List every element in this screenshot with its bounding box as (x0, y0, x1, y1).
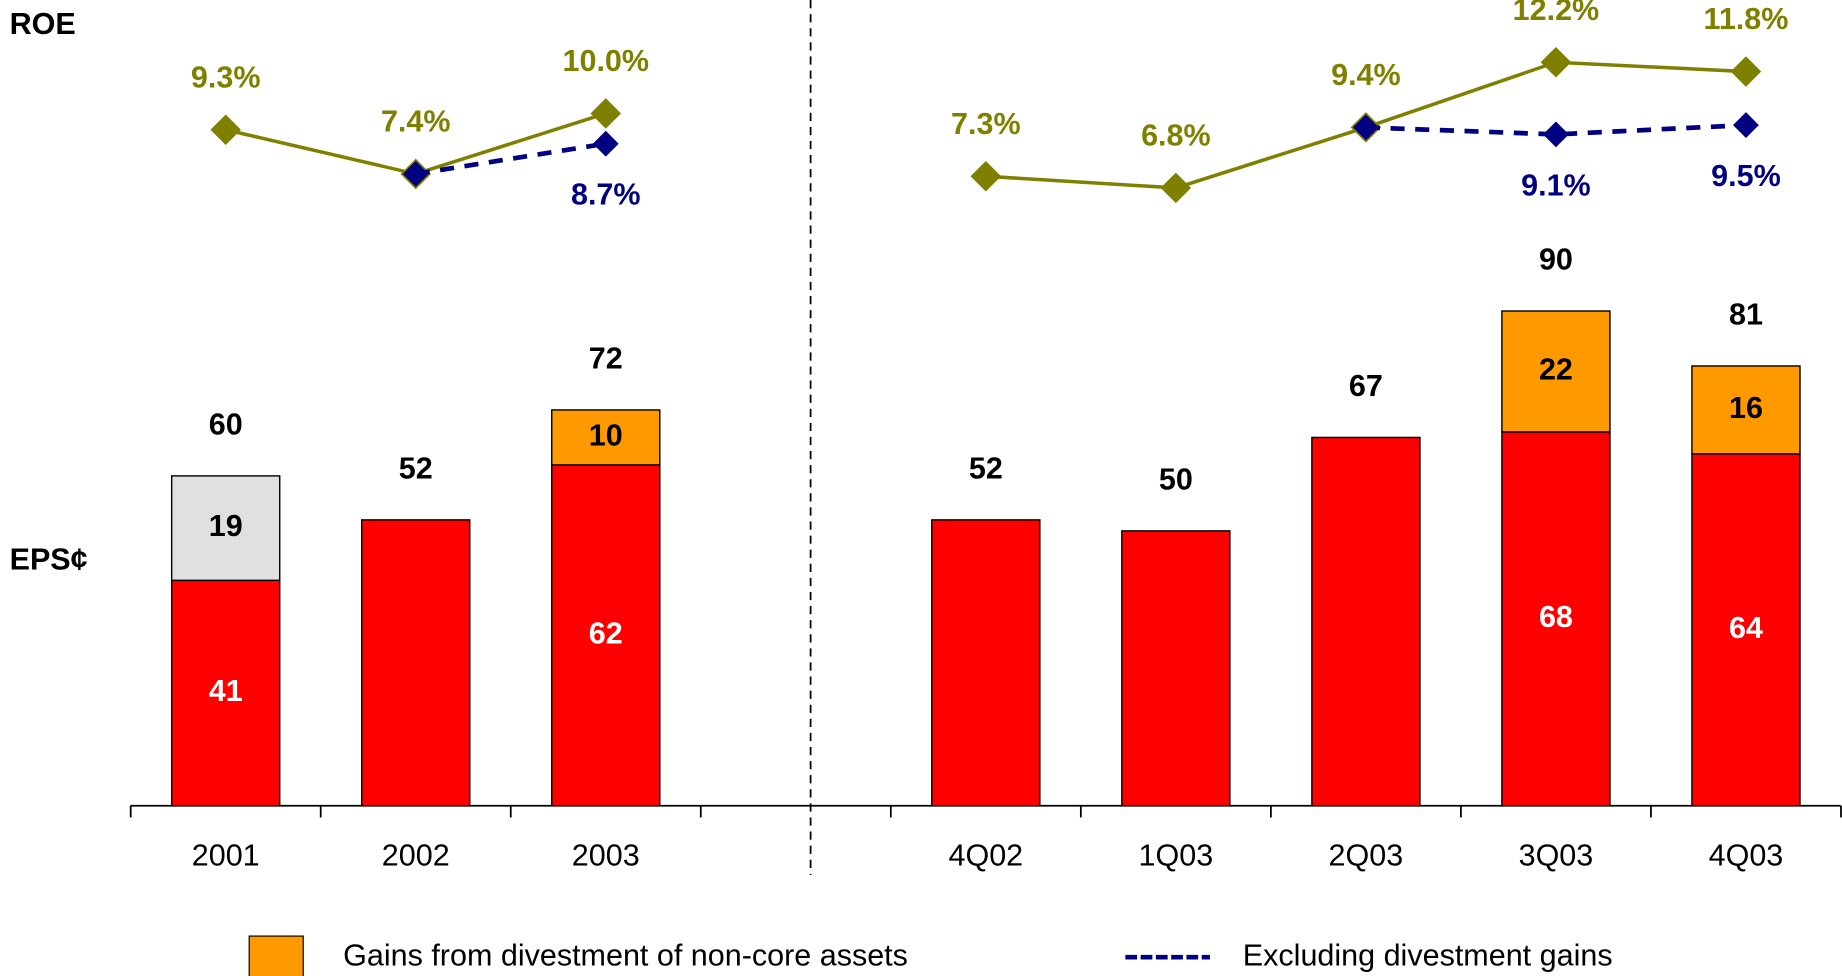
x-tick-label: 2003 (572, 838, 640, 872)
segment-label: 22 (1539, 353, 1573, 387)
bar-segment (931, 519, 1041, 807)
bar-segment (551, 464, 661, 807)
bar-segment (551, 409, 661, 466)
bar-segment (1121, 530, 1231, 807)
bar-label: EPS¢ (10, 542, 88, 576)
total-label: 50 (1159, 463, 1193, 497)
line-label: ROE (10, 7, 76, 41)
x-tick-label: 2Q03 (1329, 838, 1404, 872)
marker (970, 161, 1002, 192)
x-tick-label: 2001 (192, 838, 260, 872)
bar-segment (1691, 365, 1801, 455)
bar-segment (1501, 310, 1611, 433)
marker (592, 130, 619, 157)
bar-segment (361, 519, 471, 807)
value-label: 6.8% (1141, 118, 1211, 152)
value-label: 8.7% (571, 178, 641, 212)
marker (210, 114, 241, 146)
x-tick-label: 2002 (382, 838, 450, 872)
legend-swatch (248, 935, 304, 976)
total-label: 72 (589, 342, 623, 376)
total-label: 52 (399, 452, 433, 486)
total-label: 81 (1729, 298, 1763, 332)
value-label: 10.0% (563, 44, 650, 78)
legend-label: Excluding divestment gains (1243, 938, 1613, 972)
value-label: 9.5% (1711, 159, 1781, 193)
segment-label: 41 (209, 674, 243, 708)
marker (1733, 112, 1759, 139)
x-tick-label: 1Q03 (1139, 838, 1214, 872)
x-tick-label: 3Q03 (1519, 838, 1594, 872)
total-label: 90 (1539, 243, 1573, 277)
total-label: 52 (969, 452, 1003, 486)
segment-label: 62 (589, 616, 623, 650)
value-label: 7.4% (381, 105, 451, 139)
value-label: 9.1% (1521, 168, 1591, 202)
segment-label: 10 (589, 418, 623, 452)
bar-segment (170, 475, 281, 582)
marker (1543, 121, 1569, 148)
bar-segment (170, 579, 281, 807)
marker (1160, 172, 1192, 204)
marker (1540, 46, 1572, 78)
segment-label: 19 (209, 509, 243, 543)
value-label: 9.4% (1331, 58, 1401, 92)
marker (402, 161, 429, 187)
value-label: 11.8% (1704, 2, 1789, 36)
line (415, 122, 1747, 177)
legend-label: Gains from divestment of non-core assets (343, 938, 908, 972)
x-tick-label: 4Q03 (1709, 838, 1784, 872)
marker (1730, 56, 1762, 87)
segment-label: 64 (1729, 611, 1763, 645)
bar-segment (1311, 436, 1421, 807)
bar-segment (1501, 431, 1611, 807)
value-label: 12.2% (1513, 0, 1600, 27)
marker (590, 98, 622, 129)
x-tick-label: 4Q02 (949, 838, 1024, 872)
value-label: 9.3% (191, 60, 261, 94)
segment-label: 68 (1539, 600, 1573, 634)
total-label: 67 (1349, 369, 1383, 403)
segment-label: 16 (1729, 391, 1763, 425)
total-label: 60 (209, 408, 243, 442)
bar-segment (1691, 453, 1801, 807)
value-label: 7.3% (951, 107, 1021, 141)
marker (1352, 114, 1379, 141)
